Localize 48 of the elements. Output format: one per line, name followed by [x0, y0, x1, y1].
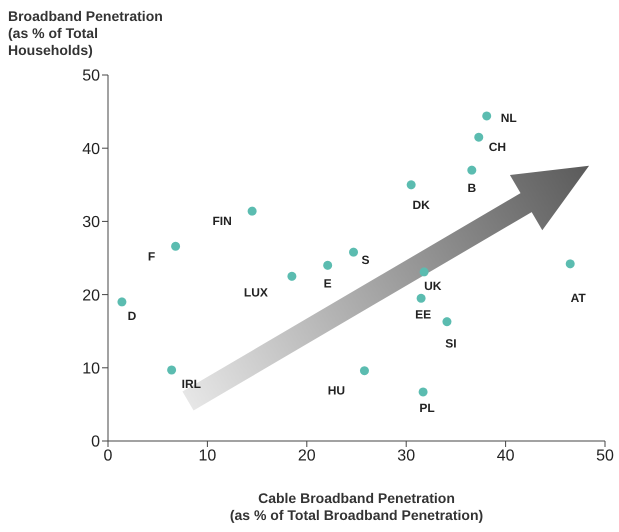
- x-tick-label: 30: [397, 447, 416, 464]
- annotation: E: [324, 276, 332, 290]
- point: [442, 317, 452, 326]
- y-tick-label: 50: [82, 68, 100, 85]
- point: [482, 111, 492, 120]
- annotation: LUX: [244, 285, 268, 300]
- y-tick-label: 10: [82, 360, 100, 378]
- annotation: NL: [500, 110, 517, 125]
- annotation: F: [148, 249, 156, 264]
- point: [167, 365, 176, 374]
- x-tick-label: 0: [104, 447, 113, 464]
- annotation: B: [467, 181, 476, 196]
- annotation: EE: [415, 307, 432, 322]
- x-tick-label: 50: [596, 447, 614, 464]
- x-tick-label: 20: [298, 447, 316, 464]
- annotation: DK: [412, 198, 430, 212]
- point: [418, 387, 428, 396]
- y-axis-title: Broadband Penetration (as % of Total Households): [8, 8, 163, 59]
- point: [287, 272, 296, 281]
- annotation: S: [362, 253, 370, 268]
- point: [474, 132, 484, 142]
- y-tick-label: 0: [91, 434, 100, 451]
- point: [420, 267, 429, 276]
- y-tick-label: 30: [82, 214, 100, 232]
- point: [349, 248, 358, 257]
- annotation: CH: [488, 140, 506, 154]
- point: [171, 242, 180, 251]
- point: [360, 366, 369, 376]
- x-axis-title: Cable Broadband Penetration (as % of Total Broadband Penetration): [228, 490, 484, 524]
- annotation: IRL: [182, 376, 201, 391]
- annotation: AT: [570, 290, 586, 305]
- annotation: FIN: [212, 214, 232, 228]
- y-tick-label: 20: [82, 287, 100, 304]
- annotation: UK: [424, 278, 442, 293]
- point: [406, 180, 416, 190]
- point: [566, 259, 575, 268]
- annotation: D: [128, 308, 137, 323]
- annotation: SI: [445, 336, 457, 351]
- point: [467, 166, 476, 175]
- y-tick-label: 40: [82, 140, 100, 158]
- point: [117, 297, 126, 306]
- annotation: PL: [419, 400, 435, 415]
- annotation: HU: [328, 384, 346, 398]
- point: [416, 294, 426, 303]
- x-tick-label: 40: [496, 447, 515, 464]
- point: [323, 260, 332, 270]
- x-tick-label: 10: [198, 447, 216, 464]
- point: [248, 206, 257, 216]
